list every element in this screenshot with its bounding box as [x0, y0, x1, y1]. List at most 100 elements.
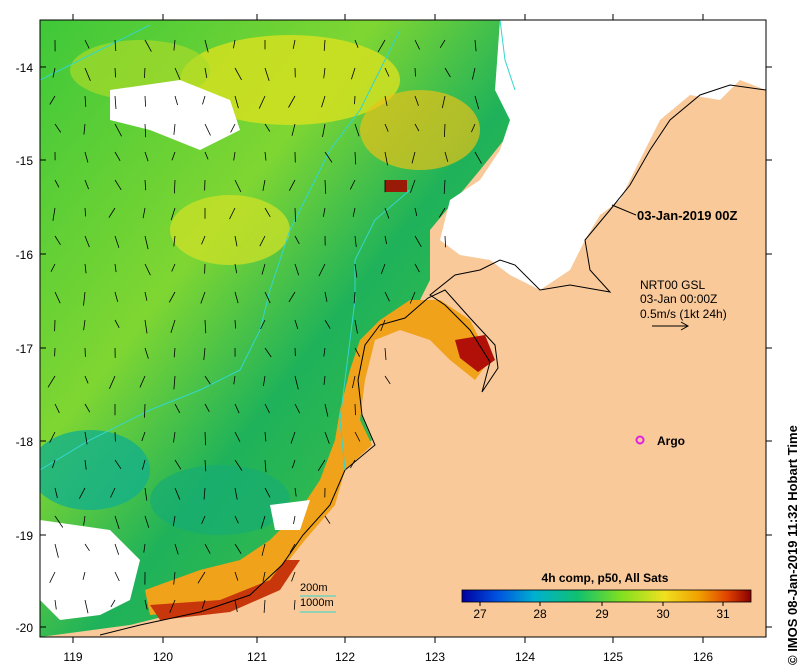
current-vector — [414, 123, 420, 132]
current-vector — [323, 67, 326, 79]
current-vector — [204, 319, 207, 334]
current-vector — [233, 151, 236, 161]
colorbar-tick-label: 31 — [716, 607, 730, 621]
cool-patch — [150, 465, 290, 535]
current-vector — [141, 431, 146, 442]
current-vector — [264, 123, 271, 132]
map-timestamp: 03-Jan-2019 00Z — [637, 208, 738, 223]
current-vector — [324, 291, 328, 302]
current-vector — [322, 207, 326, 217]
current-vector — [384, 207, 390, 219]
current-vector — [444, 123, 446, 138]
current-vector — [354, 431, 361, 442]
current-vector — [438, 207, 446, 218]
current-vector — [288, 95, 296, 108]
lat-tick-label: -16 — [16, 248, 34, 262]
current-vector — [264, 431, 267, 442]
current-vector — [414, 39, 421, 50]
current-vector — [173, 123, 176, 135]
hot-spot — [385, 180, 407, 192]
current-vector — [234, 263, 238, 274]
current-vector — [380, 319, 386, 332]
current-vector — [54, 235, 61, 246]
current-vector — [474, 39, 477, 52]
current-vector — [234, 95, 239, 109]
current-vector — [324, 403, 329, 417]
current-vector — [143, 543, 146, 553]
current-vector — [174, 403, 181, 414]
current-vector — [349, 179, 356, 190]
colorbar-tick-label: 27 — [473, 607, 487, 621]
current-vector — [294, 263, 300, 276]
current-vector — [49, 431, 56, 443]
isobath-200-label: 200m — [300, 582, 328, 594]
current-vector — [353, 291, 356, 304]
current-vector — [264, 291, 271, 304]
current-vector — [52, 459, 56, 469]
current-vector — [234, 599, 238, 613]
current-vector — [293, 515, 296, 524]
cloud-mask — [270, 500, 310, 530]
colorbar-tick-label: 29 — [595, 607, 609, 621]
current-vector — [444, 67, 451, 78]
lat-tick-label: -15 — [16, 154, 34, 168]
scale-arrow — [652, 321, 690, 331]
current-vector — [203, 347, 206, 360]
current-vector — [54, 487, 58, 499]
current-vector — [142, 459, 146, 470]
current-vector — [354, 151, 357, 165]
current-vector — [292, 39, 296, 49]
current-vector — [144, 515, 150, 528]
current-vector — [54, 291, 61, 304]
current-vector — [264, 487, 271, 498]
current-vector — [84, 263, 87, 274]
current-vector — [384, 151, 388, 166]
timestamp-leader — [611, 204, 637, 216]
current-vector — [84, 375, 89, 384]
current-vector — [234, 319, 236, 329]
current-vector — [109, 375, 116, 389]
current-vector — [229, 207, 236, 220]
current-vector — [294, 207, 296, 222]
current-vector — [294, 235, 300, 245]
current-vector — [114, 179, 122, 191]
current-vector — [49, 571, 56, 583]
cool-patch — [40, 430, 150, 510]
current-vector — [174, 487, 181, 500]
current-vector — [264, 151, 267, 161]
current-vector — [114, 543, 120, 555]
isobath-line — [499, 20, 516, 91]
current-vector — [142, 207, 146, 219]
current-vector — [294, 319, 299, 330]
current-vector — [384, 375, 391, 385]
current-vectors — [47, 39, 482, 614]
current-vector — [110, 487, 116, 498]
current-vector — [204, 403, 210, 412]
current-vector — [204, 123, 211, 136]
current-vector — [173, 431, 176, 443]
current-vector — [380, 263, 386, 274]
current-vector — [170, 207, 176, 221]
current-vector — [324, 179, 327, 194]
argo-float-marker — [635, 435, 645, 445]
current-vector — [474, 95, 480, 110]
current-vector — [173, 375, 176, 390]
current-vector — [471, 123, 476, 133]
isobath-1000-label: 1000m — [300, 597, 334, 609]
current-vector — [204, 431, 206, 446]
current-vector — [323, 375, 326, 385]
current-vector — [261, 263, 266, 275]
current-vector — [264, 67, 270, 81]
current-vector — [322, 123, 326, 138]
colorbar — [461, 589, 752, 603]
current-vector — [47, 375, 56, 388]
current-vector — [264, 403, 270, 414]
hot-spot — [455, 335, 495, 372]
current-vector — [354, 235, 357, 248]
current-vector — [110, 599, 116, 608]
current-vector — [234, 235, 238, 247]
current-vector — [262, 179, 266, 191]
hot-spot — [150, 560, 300, 620]
current-vector — [384, 123, 389, 132]
